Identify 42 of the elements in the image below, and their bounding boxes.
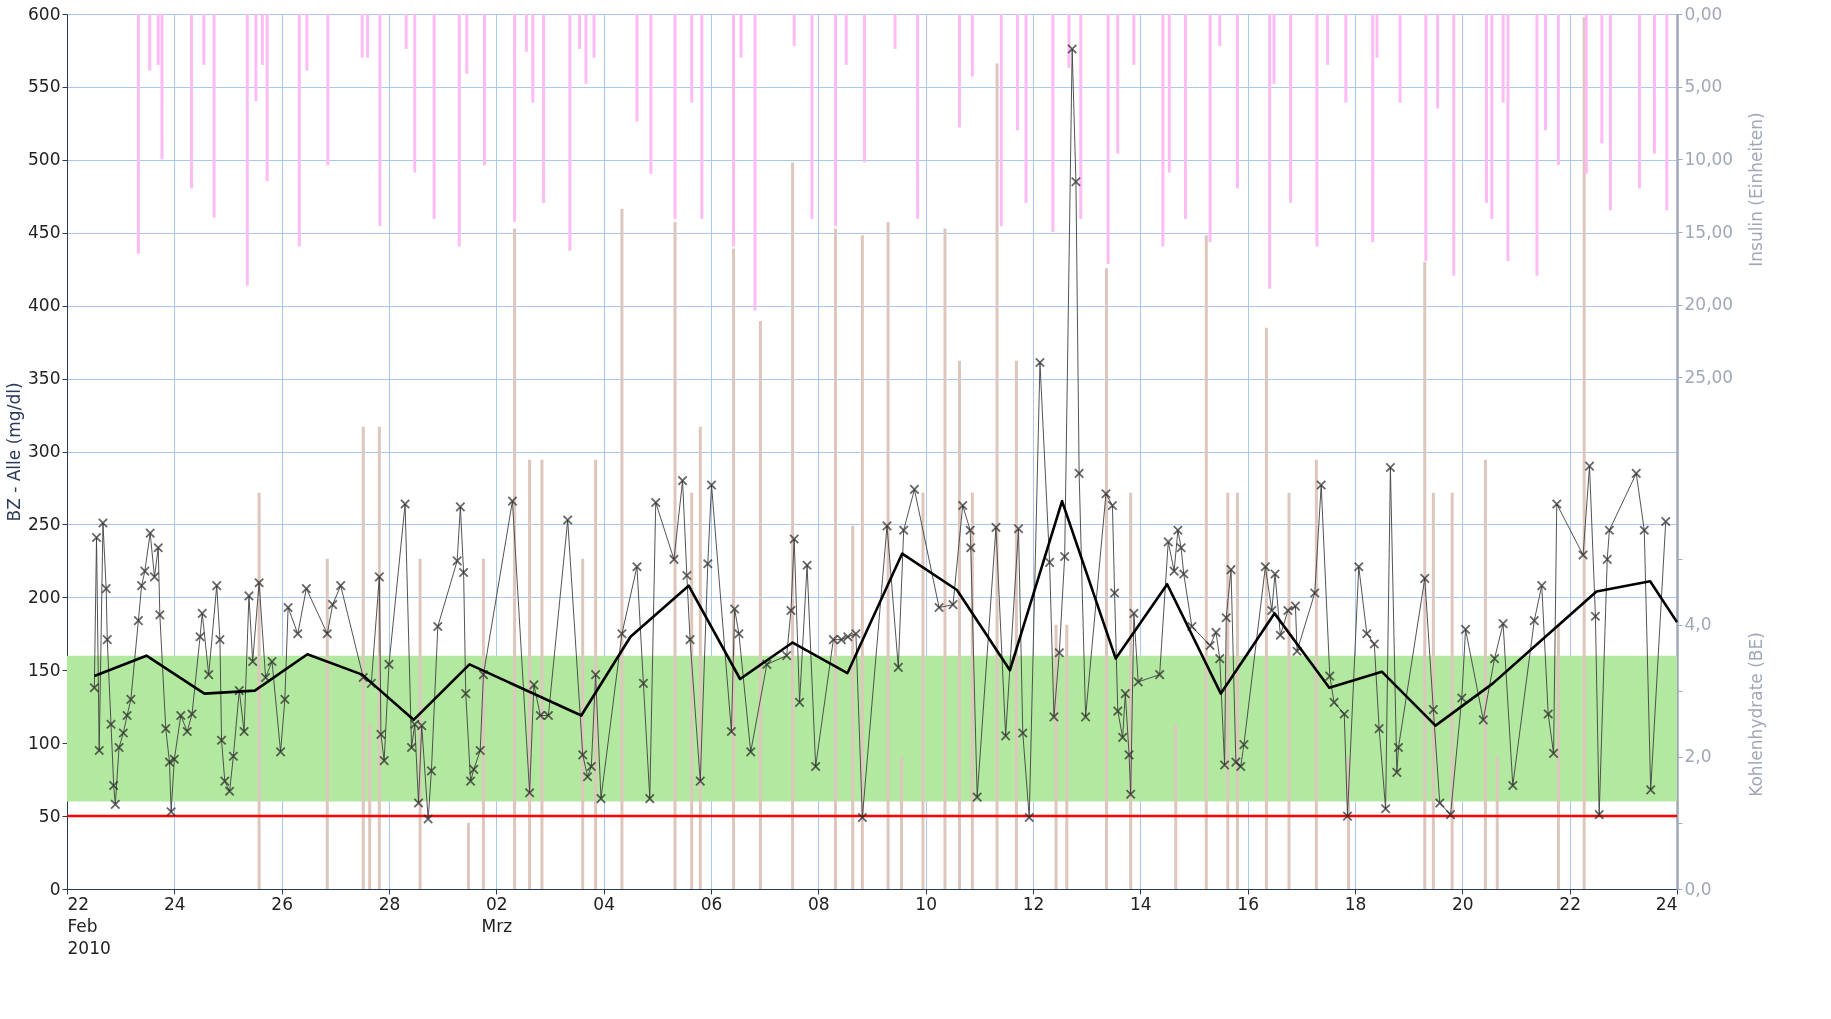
y3-axis-title: Kohlenhydrate (BE) <box>1745 632 1766 797</box>
x-tick-label: 06 <box>700 893 723 914</box>
x-tick-label: 14 <box>1130 893 1152 914</box>
y-tick-label: 550 <box>28 76 61 97</box>
y-tick-label: 350 <box>28 368 61 389</box>
y3-tick-label: 4,0 <box>1684 614 1712 635</box>
x-tick-label: 08 <box>808 893 830 914</box>
y-tick-label: 0 <box>49 878 61 899</box>
y-tick-label: 400 <box>28 295 61 316</box>
y2-tick-label: 25,00 <box>1684 366 1734 387</box>
y3-tick-label: 0,0 <box>1684 878 1712 899</box>
x-tick-label: 10 <box>915 893 937 914</box>
x-tick-label: 28 <box>378 893 401 914</box>
y-tick-label: 300 <box>28 441 61 461</box>
y-axis-title: BZ - Alle (mg/dl) <box>4 382 25 522</box>
y-tick-label: 450 <box>28 222 61 243</box>
line-series <box>93 499 1679 727</box>
y-tick-label: 200 <box>28 586 61 607</box>
y-tick-label: 150 <box>28 659 61 680</box>
y2-tick-label: 5,00 <box>1684 76 1723 97</box>
x-tick-label: 02 Mrz <box>481 893 513 936</box>
x-tick-label: 26 <box>271 893 293 914</box>
x-tick-label: 22 Feb 2010 <box>67 893 111 958</box>
y2-tick-label: 0,00 <box>1684 3 1723 24</box>
x-tick-label: 04 <box>593 893 615 914</box>
y-tick-label: 500 <box>28 149 61 170</box>
y3-tick-label: 2,0 <box>1684 746 1712 767</box>
x-tick-label: 12 <box>1022 893 1045 914</box>
x-tick-label: 16 <box>1237 893 1259 914</box>
y-tick-label: 600 <box>28 3 61 24</box>
y-tick-label: 100 <box>28 732 61 753</box>
y2-tick-label: 10,00 <box>1684 148 1734 169</box>
y-tick-label: 250 <box>28 513 61 534</box>
y-tick-label: 50 <box>38 805 61 826</box>
y2-tick-label: 15,00 <box>1684 221 1734 242</box>
x-tick-label: 18 <box>1344 893 1367 914</box>
x-tick-label: 20 <box>1452 893 1474 914</box>
x-tick-label: 22 <box>1559 893 1581 914</box>
x-tick-label: 24 <box>164 893 186 914</box>
x-tick-label: 24 <box>1655 893 1678 914</box>
y2-axis-title: Insulin (Einheiten) <box>1745 112 1766 267</box>
y2-tick-label: 20,00 <box>1684 294 1734 315</box>
